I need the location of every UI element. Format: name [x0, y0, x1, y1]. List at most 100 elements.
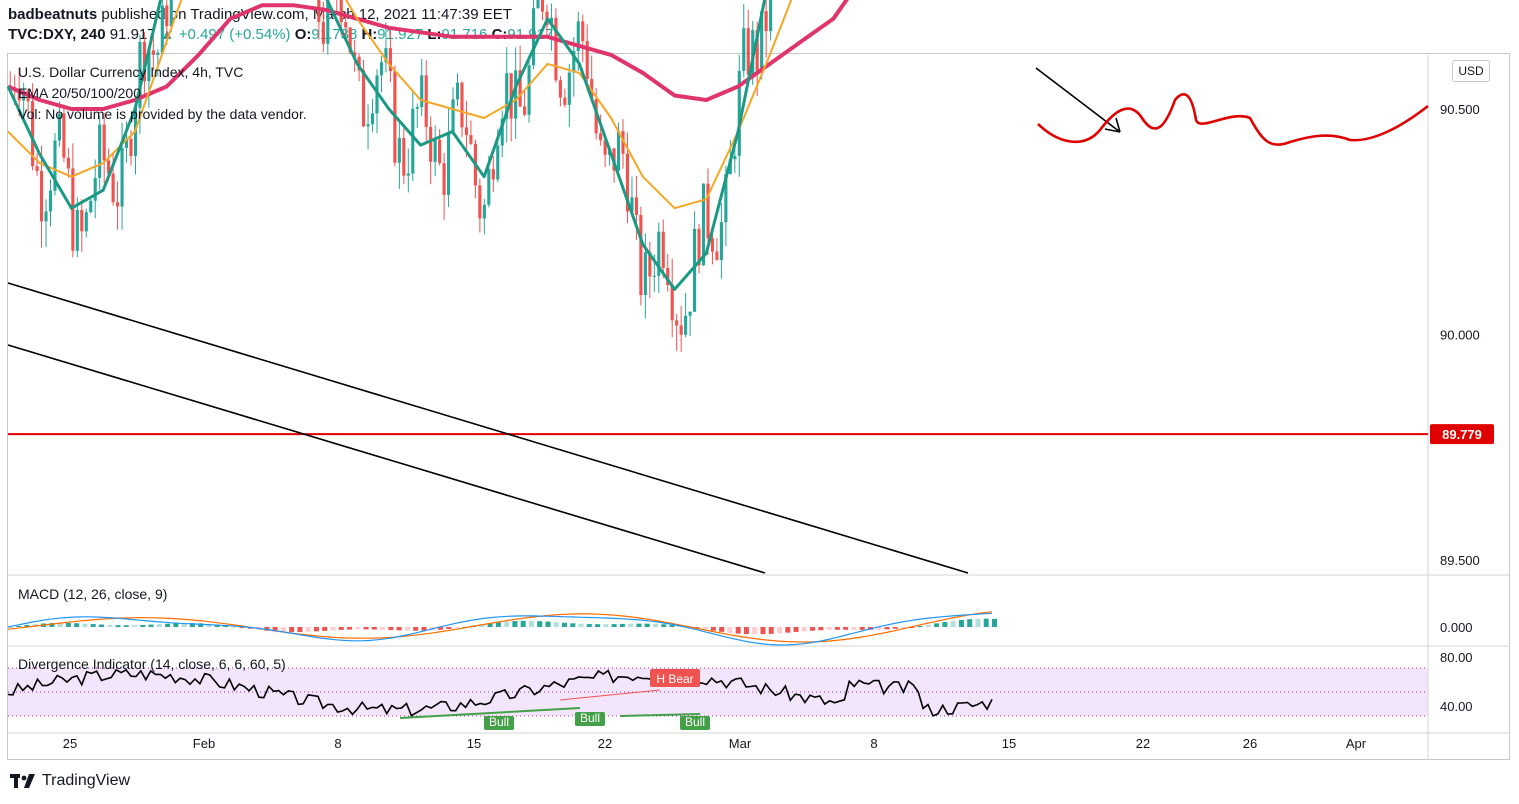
macd-histogram-bar	[181, 623, 187, 627]
macd-histogram-bar	[669, 624, 675, 627]
candle-body	[98, 124, 102, 178]
ema-20-line	[6, 0, 767, 291]
candle-body	[438, 139, 442, 164]
level-price-label: 89.779	[1442, 427, 1482, 442]
candle-body	[344, 22, 348, 28]
macd-histogram-bar	[909, 627, 915, 628]
macd-histogram-bar	[595, 624, 601, 627]
macd-histogram-bar	[826, 627, 832, 630]
macd-histogram-bar	[49, 623, 55, 627]
ema-50-line	[7, 0, 793, 210]
candle-body	[442, 163, 446, 195]
candle-body	[558, 80, 562, 98]
projection-squiggle	[1037, 93, 1429, 147]
macd-histogram-bar	[785, 627, 791, 633]
footer-brand[interactable]: TradingView	[10, 772, 130, 790]
price-tick-label: 90.500	[1440, 102, 1480, 117]
candle-body	[339, 0, 343, 23]
candle-body	[147, 50, 151, 82]
candle-body	[402, 137, 406, 176]
candle-body	[491, 169, 495, 180]
candle-body	[639, 214, 643, 296]
candle-body	[151, 50, 155, 55]
divergence-tick-label: 40.00	[1440, 699, 1473, 714]
candle-body	[165, 5, 169, 27]
macd-histogram-bar	[901, 627, 907, 629]
macd-histogram-bar	[512, 621, 518, 627]
candle-body	[715, 251, 719, 260]
macd-histogram-bar	[934, 623, 940, 627]
macd-histogram-bar	[562, 622, 568, 627]
time-tick-label: 15	[467, 736, 481, 751]
candle-body	[692, 228, 697, 312]
macd-histogram-bar	[165, 623, 171, 627]
macd-histogram-bar	[586, 624, 592, 627]
candle-body	[397, 137, 401, 163]
macd-histogram-bar	[992, 618, 997, 627]
macd-histogram-bar	[173, 623, 179, 627]
bull-divergence-line	[619, 713, 701, 717]
drawn-arrow-head	[1104, 117, 1121, 133]
macd-histogram-bar	[727, 627, 733, 633]
macd-histogram-bar	[421, 627, 427, 631]
macd-histogram-bar	[553, 622, 559, 627]
candle-body	[93, 177, 97, 201]
candle-body	[129, 138, 133, 156]
macd-legend[interactable]: MACD (12, 26, close, 9)	[18, 586, 168, 602]
macd-histogram-bar	[735, 627, 741, 634]
author-name[interactable]: badbeatnuts	[8, 6, 98, 23]
macd-histogram-bar	[495, 622, 501, 627]
candle-body	[670, 285, 674, 321]
time-tick-label: 22	[598, 736, 612, 751]
candle-body	[724, 174, 728, 223]
candle-body	[487, 169, 491, 205]
candle-body	[406, 173, 410, 176]
macd-histogram-bar	[24, 624, 30, 627]
level-price-badge	[1430, 424, 1494, 445]
candle-body	[160, 5, 164, 53]
macd-histogram-bar	[768, 627, 774, 634]
divergence-badge	[575, 712, 605, 726]
time-tick-label: Mar	[729, 736, 752, 751]
macd-histogram-bar	[983, 618, 989, 627]
macd-histogram-bar	[504, 621, 510, 627]
price-change: ▲ +0.497 (+0.54%)	[159, 26, 291, 43]
macd-histogram-bar	[777, 627, 783, 634]
candle-body	[357, 56, 361, 71]
ema-legend[interactable]: EMA 20/50/100/200	[18, 85, 141, 101]
divergence-legend[interactable]: Divergence Indicator (14, close, 6, 6, 6…	[18, 656, 286, 672]
candle-body	[523, 106, 527, 115]
candle-body	[138, 41, 142, 108]
time-tick-label: 25	[63, 736, 77, 751]
macd-histogram-bar	[876, 627, 882, 630]
macd-histogram-bar	[322, 627, 328, 631]
macd-histogram-bar	[520, 620, 526, 627]
candle-body	[675, 320, 679, 326]
candle-body	[710, 238, 715, 252]
macd-histogram-bar	[380, 627, 386, 630]
published-text: published on TradingView.com, March 12, …	[101, 6, 512, 23]
macd-histogram-bar	[859, 627, 865, 630]
macd-histogram-bar	[272, 627, 278, 632]
candle-body	[536, 0, 540, 9]
chart-title[interactable]: U.S. Dollar Currency Index, 4h, TVC	[18, 64, 244, 80]
volume-legend[interactable]: Vol: No volume is provided by the data v…	[18, 106, 307, 122]
macd-histogram-bar	[487, 623, 493, 627]
bull-divergence-line	[399, 707, 581, 719]
macd-histogram-bar	[628, 623, 634, 627]
candle-body	[62, 113, 66, 158]
candle-body	[116, 202, 120, 207]
time-tick-label: 8	[870, 736, 877, 751]
macd-histogram-bar	[8, 627, 13, 628]
candle-body	[124, 138, 129, 148]
candle-body	[429, 127, 433, 162]
candle-body	[554, 17, 558, 81]
currency-button[interactable]: USD	[1452, 60, 1490, 82]
macd-histogram-bar	[16, 625, 22, 627]
macd-histogram-bar	[148, 624, 154, 627]
candle-body	[643, 252, 647, 296]
candle-body	[697, 228, 701, 266]
candle-body	[576, 21, 580, 51]
macd-histogram-bar	[818, 627, 824, 631]
